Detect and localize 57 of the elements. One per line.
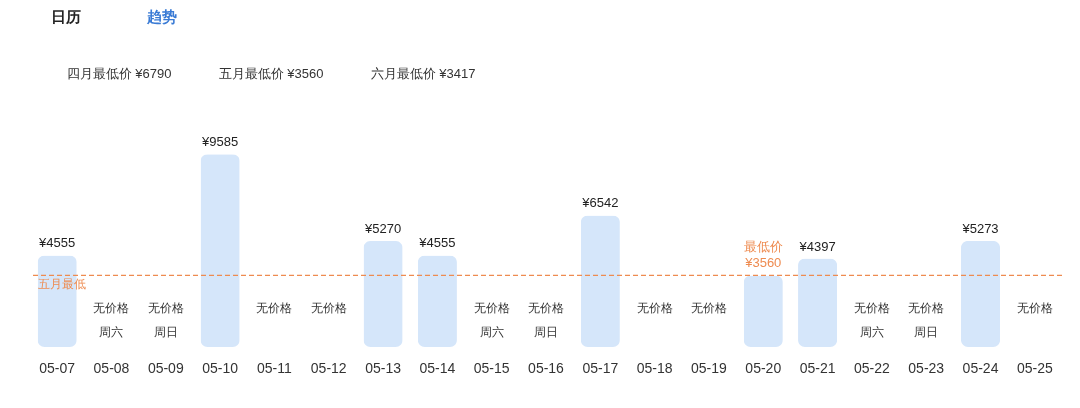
x-tick-label: 05-17 — [582, 359, 619, 376]
text: 无价格 — [636, 301, 673, 315]
text: 无价格 — [1016, 301, 1053, 315]
x-tick-label: 05-14 — [419, 359, 456, 376]
text: 四月最低价 ¥6790 — [66, 66, 172, 81]
text: 无价格 — [908, 301, 945, 315]
bar — [743, 275, 783, 347]
x-tick-label: 05-09 — [147, 359, 184, 376]
x-tick-label: 05-21 — [799, 359, 836, 376]
annotation: 周六 — [859, 325, 884, 339]
ref-line-label: 五月最低 — [38, 277, 86, 292]
bar — [960, 240, 1001, 347]
text: 无价格 — [473, 301, 510, 315]
bar — [417, 255, 457, 347]
x-tick-label: 05-07 — [39, 359, 76, 376]
x-tick-label: 05-10 — [202, 359, 239, 376]
bar — [363, 241, 403, 347]
text: 无价格 — [528, 301, 564, 315]
bar — [200, 154, 240, 347]
x-tick-label: 05-22 — [853, 359, 891, 376]
annotation: 周六 — [99, 325, 124, 339]
data-label: ¥5270 — [363, 221, 402, 236]
text: 五月最低价 ¥3560 — [218, 66, 324, 81]
text: 无价格 — [310, 301, 347, 315]
bar — [798, 258, 838, 347]
x-tick-label: 05-20 — [745, 359, 782, 376]
data-label: 最低价 ¥3560 — [743, 239, 783, 271]
x-tick-label: 05-11 — [257, 359, 293, 376]
x-tick-label: 05-08 — [93, 359, 130, 376]
data-label: ¥4555 — [38, 235, 76, 251]
text: 日历 — [51, 8, 81, 25]
x-tick-label: 05-23 — [908, 359, 945, 376]
annotation: 周日 — [153, 325, 178, 339]
text: 无价格 — [690, 301, 727, 315]
x-tick-label: 05-15 — [473, 359, 510, 376]
bar — [580, 215, 620, 347]
x-tick-label: 05-19 — [691, 359, 728, 376]
text: 趋势 — [146, 8, 177, 25]
x-tick-label: 05-13 — [365, 359, 402, 376]
text: 无价格 — [147, 301, 184, 315]
x-tick-label: 05-16 — [528, 359, 565, 376]
data-label: ¥4397 — [798, 238, 836, 254]
text: 无价格 — [93, 301, 130, 315]
x-tick-label: 05-25 — [1016, 359, 1053, 376]
data-label: ¥9585 — [201, 134, 239, 150]
data-label: ¥5273 — [961, 220, 999, 236]
text: 六月最低价 ¥3417 — [370, 66, 476, 81]
x-tick-label: 05-24 — [962, 359, 999, 376]
x-tick-label: 05-18 — [636, 359, 673, 376]
x-tick-label: 05-12 — [310, 359, 347, 376]
data-label: ¥6542 — [581, 195, 619, 211]
annotation: 周日 — [534, 325, 558, 339]
annotation: 周日 — [914, 325, 939, 339]
text: 无价格 — [256, 301, 293, 315]
data-label: ¥4555 — [418, 235, 456, 251]
text: 无价格 — [853, 301, 890, 315]
annotation: 周六 — [479, 325, 504, 339]
